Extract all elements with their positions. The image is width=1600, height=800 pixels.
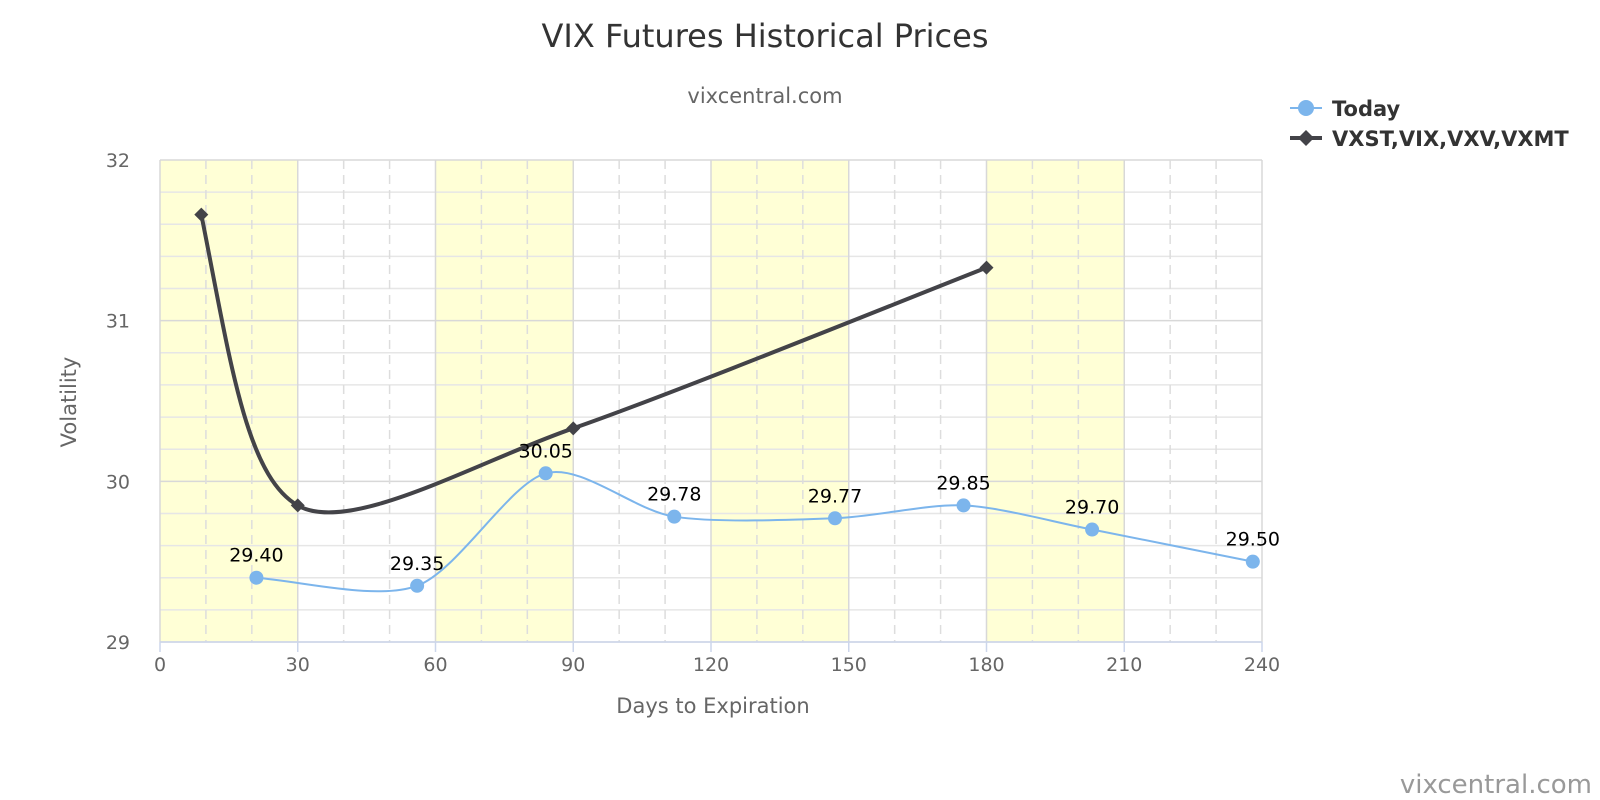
series-1	[194, 207, 994, 515]
series-point	[1245, 554, 1260, 569]
series-point	[538, 466, 553, 481]
y-tick-label: 31	[106, 311, 130, 333]
data-label: 29.35	[390, 553, 444, 575]
y-axis-title: Volatility	[57, 357, 81, 448]
data-label: 29.78	[647, 484, 701, 506]
data-label: 29.40	[229, 545, 283, 567]
x-tick-label: 180	[968, 654, 1004, 676]
data-label: 30.05	[518, 440, 572, 462]
y-tick-label: 30	[106, 471, 130, 493]
plot-band-2	[711, 160, 849, 642]
series-point	[827, 511, 842, 526]
legend-marker-0	[1298, 100, 1314, 116]
series-0: 29.40 29.35 30.05 29.78 29.77 29.85 29.70 29.50	[229, 440, 1280, 593]
plot-band-0	[160, 160, 298, 642]
legend-marker-1	[1298, 130, 1314, 146]
chart-subtitle: vixcentral.com	[687, 84, 842, 108]
x-tick-label: 240	[1244, 654, 1280, 676]
series-layer: 29.40 29.35 30.05 29.78 29.77 29.85 29.70 29.50	[194, 207, 1280, 593]
chart-title: VIX Futures Historical Prices	[542, 17, 989, 55]
series-point	[410, 578, 425, 593]
x-tick-label: 120	[693, 654, 729, 676]
series-point	[194, 207, 209, 222]
y-axis: 29 30 31 32	[106, 150, 130, 654]
series-line-0	[256, 471, 1254, 593]
plot-band-1	[435, 160, 574, 642]
data-label: 29.77	[808, 485, 862, 507]
x-tick-label: 0	[154, 654, 166, 676]
y-tick-label: 29	[106, 632, 130, 654]
plot-bands	[160, 160, 1125, 642]
x-tick-label: 30	[286, 654, 310, 676]
plot-band-3	[986, 160, 1125, 642]
series-point	[249, 570, 264, 585]
legend: Today VXST,VIX,VXV,VXMT	[1290, 97, 1569, 151]
x-axis-title: Days to Expiration	[616, 694, 809, 718]
credit-label: vixcentral.com	[1400, 770, 1592, 800]
data-label: 29.70	[1065, 497, 1119, 519]
series-point	[1085, 522, 1100, 537]
data-label: 29.50	[1226, 529, 1280, 551]
x-tick-label: 60	[423, 654, 447, 676]
x-tick-label: 210	[1106, 654, 1142, 676]
x-tick-label: 90	[561, 654, 585, 676]
x-axis: 0 30 60 90 120 150 180 210 240	[154, 641, 1280, 676]
legend-label-1: VXST,VIX,VXV,VXMT	[1332, 127, 1569, 151]
series-point	[979, 260, 994, 275]
series-point	[290, 498, 305, 513]
x-tick-label: 150	[831, 654, 867, 676]
series-point	[667, 509, 682, 524]
series-point	[956, 498, 971, 513]
y-tick-label: 32	[106, 150, 130, 172]
data-label: 29.85	[936, 472, 990, 494]
legend-label-0: Today	[1332, 97, 1401, 121]
series-line-1	[199, 214, 988, 515]
series-point	[566, 421, 581, 436]
